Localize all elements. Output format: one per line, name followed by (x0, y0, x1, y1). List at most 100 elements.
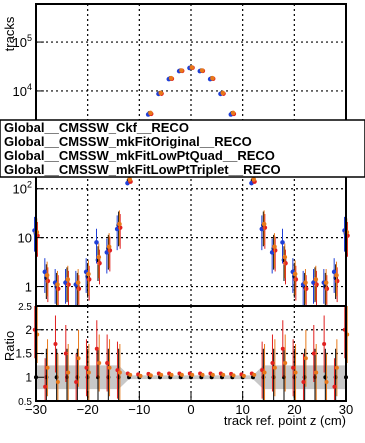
ratio-point (117, 370, 122, 375)
ratio-point (303, 356, 308, 361)
ratio-point (200, 372, 205, 377)
ratio-point (45, 365, 50, 370)
data-point (199, 68, 205, 73)
data-point (210, 75, 215, 81)
y-tick-label: 10 (18, 231, 32, 246)
legend-entry: Global__CMSSW_mkFitLowPtQuad__RECO (4, 148, 275, 163)
data-point (117, 221, 122, 227)
x-tick-label: −20 (77, 402, 99, 417)
data-point (55, 286, 61, 292)
data-point (97, 260, 102, 266)
ratio-point (262, 370, 267, 375)
x-axis-label: track ref. point z (cm) (224, 413, 346, 428)
data-point (303, 286, 309, 292)
legend-entry: Global__CMSSW_mkFitOriginal__RECO (4, 134, 252, 149)
data-point (45, 278, 51, 284)
x-tick-label: −30 (25, 402, 47, 417)
ratio-point (301, 380, 306, 384)
ratio-point (55, 380, 60, 384)
data-point (272, 244, 277, 250)
ratio-point (291, 365, 296, 370)
data-point (230, 110, 236, 116)
y-tick-label: 0.5 (18, 397, 32, 408)
ratio-point (280, 346, 285, 351)
x-tick-label: −10 (128, 402, 150, 417)
top-data-points (32, 65, 350, 306)
ratio-point (252, 372, 257, 377)
legend-box (0, 119, 365, 178)
data-point (42, 269, 48, 275)
data-point (220, 90, 226, 96)
ratio-point (311, 351, 316, 356)
ratio-point (179, 372, 184, 377)
ratio-point (159, 372, 164, 377)
x-tick-labels: −30 −20 −10 0 10 20 30 (25, 393, 353, 417)
ratio-point (283, 361, 288, 365)
data-point (251, 177, 257, 182)
ratio-point (293, 370, 298, 375)
y-tick-label: 2 (25, 323, 32, 337)
ratio-point (66, 370, 71, 375)
ratio-point (74, 380, 79, 384)
ratio-point (190, 372, 195, 377)
x-tick-label: 10 (235, 402, 249, 417)
data-point (293, 277, 299, 282)
data-point (148, 110, 153, 116)
ratio-point (63, 351, 68, 356)
ratio-point (53, 342, 58, 346)
legend-entry: Global__CMSSW_mkFitLowPtTriplet__RECO (4, 162, 281, 177)
data-point (303, 280, 308, 285)
ratio-point (148, 373, 153, 378)
data-point (127, 177, 133, 182)
data-point (189, 65, 195, 70)
ratio-point (86, 370, 91, 375)
data-point (179, 68, 184, 73)
y-tick-label: 1.5 (15, 347, 32, 361)
data-point (55, 282, 60, 287)
ratio-point (107, 365, 112, 370)
ratio-ticks: 0.5 1 1.5 2 2.5 (15, 302, 44, 408)
data-point (334, 272, 339, 278)
ratio-point (324, 380, 329, 384)
data-point (324, 286, 330, 292)
data-point (86, 277, 92, 282)
data-point (282, 254, 288, 260)
data-point (334, 278, 340, 284)
data-point (76, 286, 82, 292)
data-point (280, 240, 285, 245)
y-tick-label: 1 (25, 280, 32, 295)
data-point (66, 282, 71, 287)
y-tick-label: 2.5 (18, 302, 32, 313)
data-point (106, 244, 112, 250)
data-point (283, 260, 288, 266)
ratio-point (270, 361, 275, 365)
ratio-point (43, 384, 48, 389)
data-point (96, 254, 102, 260)
data-point (44, 272, 50, 278)
x-tick-label: 30 (339, 402, 353, 417)
ratio-point (322, 342, 327, 346)
ratio-point (76, 356, 81, 361)
ratio-point (334, 365, 339, 370)
ratio-point (138, 373, 143, 378)
ratio-point (221, 372, 226, 377)
data-point (323, 280, 329, 285)
ratio-point (97, 361, 102, 365)
data-point (86, 271, 91, 277)
ratio-point (94, 346, 99, 351)
data-point (65, 277, 71, 282)
ratio-data-points (32, 306, 350, 401)
top-y-axis-label: tracks (2, 16, 17, 51)
x-tick-label: 20 (287, 402, 301, 417)
ratio-point (105, 361, 110, 365)
data-point (158, 90, 164, 96)
data-point (331, 269, 337, 275)
data-point (168, 75, 174, 81)
x-tick-label: 0 (187, 402, 194, 417)
data-point (94, 240, 99, 245)
data-point (313, 277, 319, 282)
ratio-point (84, 365, 89, 370)
ratio-point (210, 372, 215, 377)
ratio-point (272, 365, 277, 370)
